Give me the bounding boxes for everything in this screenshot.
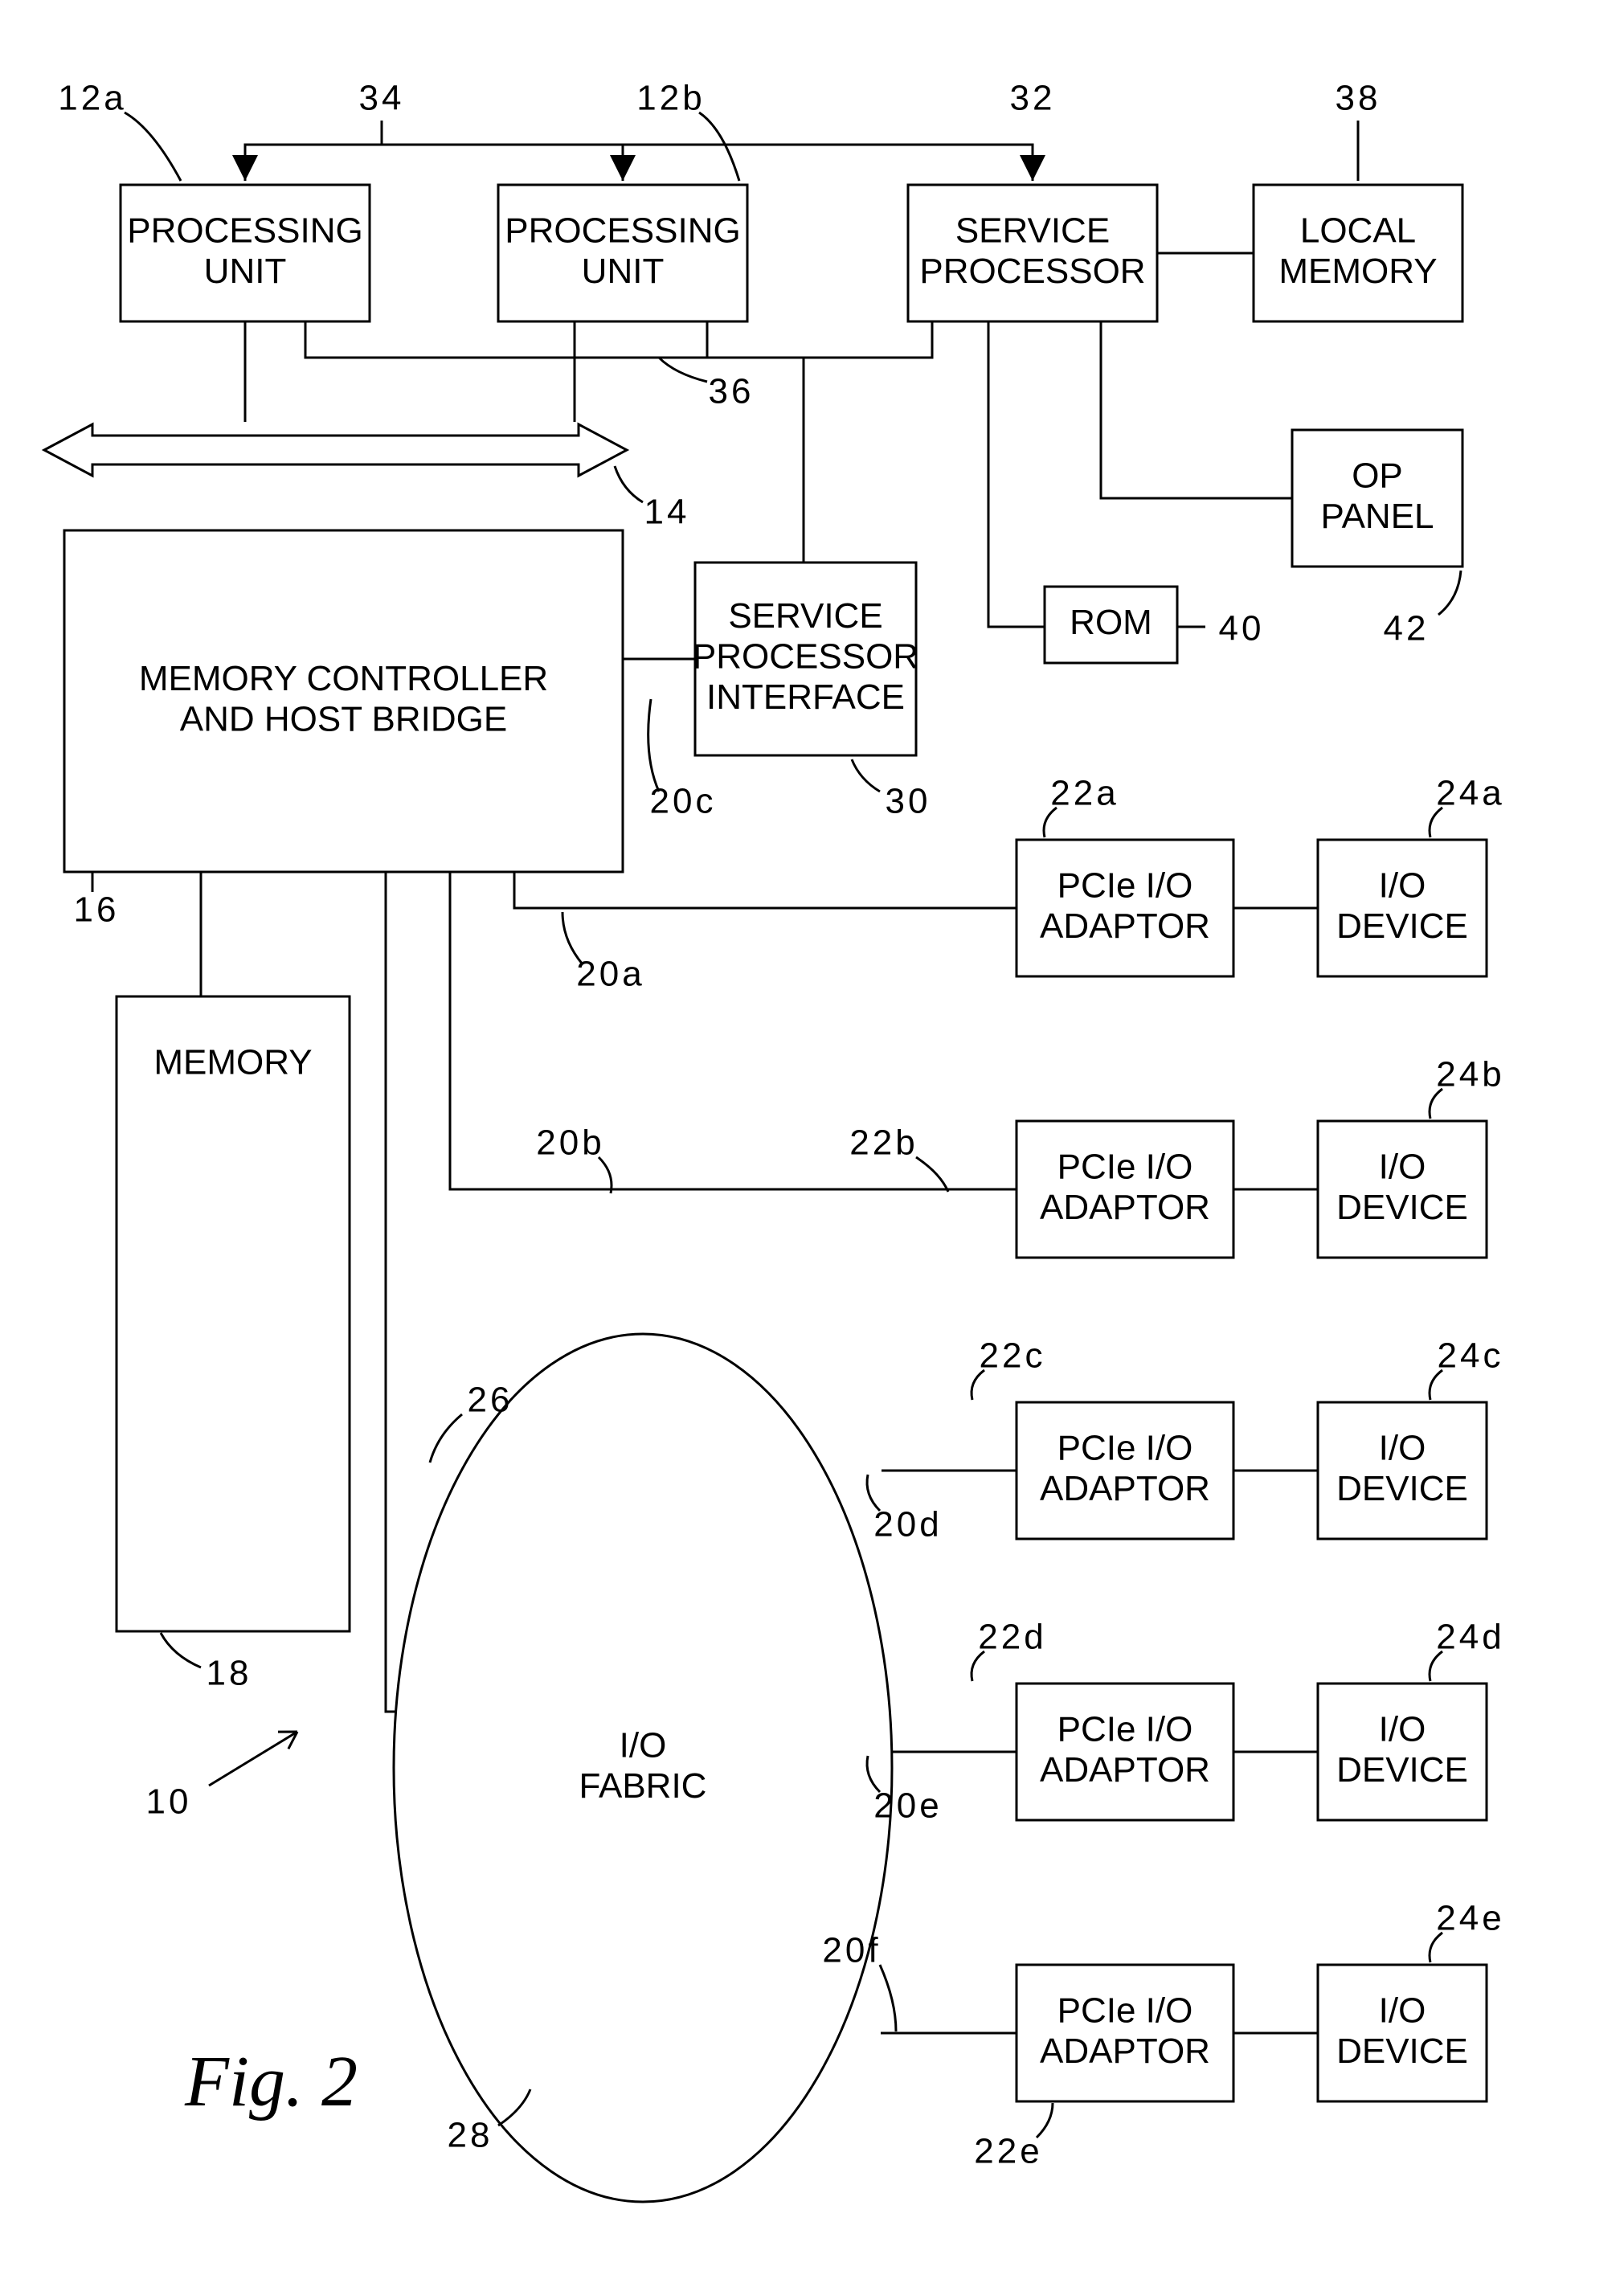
ref-12a: 12a: [58, 79, 126, 118]
label-ad_a-0: PCIe I/O: [1057, 865, 1193, 905]
label-io_a-0: I/O: [1379, 865, 1426, 905]
ref-20e: 20e: [873, 1786, 942, 1826]
label-fabric-1: FABRIC: [579, 1766, 707, 1806]
node-io_a: I/ODEVICE: [1318, 840, 1487, 976]
node-io_b: I/ODEVICE: [1318, 1121, 1487, 1258]
label-op-1: PANEL: [1320, 497, 1434, 536]
ref-22b: 22b: [849, 1123, 918, 1163]
label-pu_a-0: PROCESSING: [127, 211, 362, 250]
node-ad_b: PCIe I/OADAPTOR: [1017, 1121, 1233, 1258]
ref-22c: 22c: [980, 1336, 1046, 1376]
label-lmem-1: MEMORY: [1278, 252, 1437, 291]
label-io_d-0: I/O: [1379, 1709, 1426, 1749]
ref-40: 40: [1219, 609, 1265, 648]
label-svc-0: SERVICE: [955, 211, 1110, 250]
ref-14: 14: [644, 493, 690, 532]
label-mchb-0: MEMORY CONTROLLER: [139, 659, 548, 698]
ref-16: 16: [74, 890, 120, 930]
label-rom-0: ROM: [1070, 603, 1152, 642]
label-pu_b-1: UNIT: [582, 252, 665, 291]
ref-22d: 22d: [978, 1618, 1046, 1657]
figure-label: Fig. 2: [184, 2042, 358, 2121]
label-ad_b-1: ADAPTOR: [1040, 1188, 1210, 1227]
ref-22a: 22a: [1050, 774, 1119, 813]
label-op-0: OP: [1352, 456, 1403, 495]
label-lmem-0: LOCAL: [1300, 211, 1416, 250]
ref-32: 32: [1010, 79, 1056, 118]
ref-24e: 24e: [1436, 1899, 1504, 1938]
label-io_b-1: DEVICE: [1336, 1188, 1468, 1227]
ref-34: 34: [359, 79, 405, 118]
label-io_a-1: DEVICE: [1336, 906, 1468, 946]
ref-10: 10: [146, 1782, 192, 1822]
label-io_c-0: I/O: [1379, 1428, 1426, 1467]
label-mchb-1: AND HOST BRIDGE: [180, 699, 507, 738]
ref-38: 38: [1336, 79, 1381, 118]
ref-20f: 20f: [822, 1931, 881, 1970]
label-spi-2: INTERFACE: [706, 677, 905, 717]
ref-20d: 20d: [873, 1505, 942, 1545]
node-pu_a: PROCESSINGUNIT: [121, 185, 370, 321]
ref-42: 42: [1384, 609, 1430, 648]
ref-30: 30: [886, 782, 931, 821]
ref-24d: 24d: [1436, 1618, 1504, 1657]
label-ad_d-1: ADAPTOR: [1040, 1750, 1210, 1790]
label-ad_a-1: ADAPTOR: [1040, 906, 1210, 946]
label-pu_b-0: PROCESSING: [505, 211, 740, 250]
node-io_d: I/ODEVICE: [1318, 1684, 1487, 1820]
node-rom: ROM: [1045, 587, 1177, 663]
ref-20a: 20a: [576, 955, 644, 994]
node-spi: SERVICEPROCESSORINTERFACE: [693, 563, 918, 755]
label-io_e-1: DEVICE: [1336, 2031, 1468, 2071]
node-io_e: I/ODEVICE: [1318, 1965, 1487, 2101]
ref-20c: 20c: [650, 782, 717, 821]
label-io_b-0: I/O: [1379, 1147, 1426, 1186]
label-ad_c-1: ADAPTOR: [1040, 1469, 1210, 1508]
label-ad_b-0: PCIe I/O: [1057, 1147, 1193, 1186]
label-spi-1: PROCESSOR: [693, 637, 918, 677]
label-ad_d-0: PCIe I/O: [1057, 1709, 1193, 1749]
label-ad_e-1: ADAPTOR: [1040, 2031, 1210, 2071]
node-ad_c: PCIe I/OADAPTOR: [1017, 1402, 1233, 1539]
label-mem-0: MEMORY: [153, 1043, 312, 1082]
node-lmem: LOCALMEMORY: [1254, 185, 1462, 321]
ref-24a: 24a: [1436, 774, 1504, 813]
node-mem: MEMORY: [117, 996, 350, 1631]
ref-12b: 12b: [636, 79, 705, 118]
label-fabric-0: I/O: [620, 1725, 667, 1765]
node-ad_a: PCIe I/OADAPTOR: [1017, 840, 1233, 976]
ref-22e: 22e: [974, 2132, 1042, 2171]
node-ad_e: PCIe I/OADAPTOR: [1017, 1965, 1233, 2101]
label-pu_a-1: UNIT: [204, 252, 287, 291]
ref-24b: 24b: [1436, 1055, 1504, 1094]
label-io_e-0: I/O: [1379, 1990, 1426, 2030]
node-mchb: MEMORY CONTROLLERAND HOST BRIDGE: [64, 530, 623, 872]
ref-20b: 20b: [536, 1123, 604, 1163]
ref-24c: 24c: [1438, 1336, 1504, 1376]
label-ad_c-0: PCIe I/O: [1057, 1428, 1193, 1467]
node-svc: SERVICEPROCESSOR: [908, 185, 1157, 321]
node-op: OPPANEL: [1292, 430, 1462, 567]
ref-28: 28: [448, 2116, 493, 2155]
label-ad_e-0: PCIe I/O: [1057, 1990, 1193, 2030]
node-io_c: I/ODEVICE: [1318, 1402, 1487, 1539]
label-io_d-1: DEVICE: [1336, 1750, 1468, 1790]
ref-36: 36: [709, 372, 755, 411]
node-fabric: I/OFABRIC: [394, 1334, 892, 2202]
node-ad_d: PCIe I/OADAPTOR: [1017, 1684, 1233, 1820]
node-pu_b: PROCESSINGUNIT: [498, 185, 747, 321]
label-svc-1: PROCESSOR: [919, 252, 1145, 291]
ref-18: 18: [207, 1654, 252, 1693]
ref-26: 26: [468, 1381, 513, 1420]
label-spi-0: SERVICE: [728, 596, 882, 636]
label-io_c-1: DEVICE: [1336, 1469, 1468, 1508]
